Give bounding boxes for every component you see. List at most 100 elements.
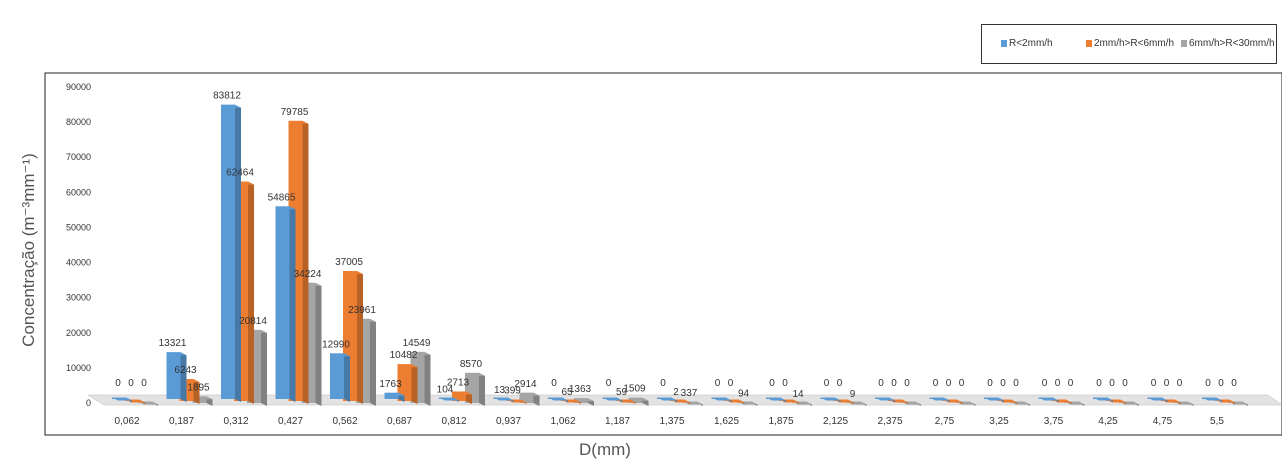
data-label: 0 [987, 378, 993, 389]
x-tick-label: 0,187 [169, 416, 194, 427]
plot-area-border [44, 72, 1282, 436]
data-label: 0 [141, 378, 147, 389]
legend-label-series-1: R<2mm/h [1009, 38, 1053, 49]
data-label: 23961 [348, 305, 376, 316]
y-tick-label: 20000 [66, 328, 91, 338]
data-label: 94 [738, 389, 750, 400]
y-axis-title: Concentração (m⁻³mm⁻¹) [19, 153, 38, 347]
data-label: 12990 [322, 339, 350, 350]
bar-r-2mm-h [493, 397, 514, 402]
data-label: 0 [1122, 378, 1128, 389]
data-label: 2 [673, 387, 679, 398]
y-tick-label: 50000 [66, 222, 91, 232]
bar-r-2mm-h [384, 392, 405, 402]
data-label: 13 [494, 385, 506, 396]
data-label: 0 [715, 378, 721, 389]
y-tick-label: 70000 [66, 152, 91, 162]
data-label: 0 [660, 378, 666, 389]
data-label: 1763 [379, 379, 402, 390]
x-tick-label: 0,062 [114, 416, 139, 427]
bar-2mm-h-r-6mm-h [452, 391, 472, 404]
x-tick-label: 5,5 [1210, 416, 1224, 427]
data-label: 1363 [569, 384, 592, 395]
data-label: 2713 [447, 377, 470, 388]
data-label: 10482 [390, 350, 418, 361]
data-label: 0 [824, 378, 830, 389]
data-label: 0 [551, 378, 557, 389]
y-tick-label: 0 [86, 398, 91, 408]
x-tick-label: 0,427 [278, 416, 303, 427]
x-tick-label: 1,875 [768, 416, 793, 427]
data-label: 399 [504, 386, 521, 397]
data-label: 14 [792, 389, 804, 400]
data-label: 79785 [281, 107, 309, 118]
data-label: 65 [561, 387, 573, 398]
data-label: 20814 [239, 316, 267, 327]
data-label: 0 [1068, 378, 1074, 389]
data-label: 9 [850, 389, 856, 400]
y-tick-label: 60000 [66, 187, 91, 197]
bar-r-2mm-h [1202, 397, 1222, 402]
data-label: 0 [1177, 378, 1183, 389]
x-tick-label: 0,562 [332, 416, 357, 427]
data-label: 34224 [294, 269, 322, 280]
data-label: 62464 [226, 168, 254, 179]
x-tick-label: 0,812 [441, 416, 466, 427]
x-tick-label: 4,25 [1098, 416, 1118, 427]
bar-r-2mm-h [766, 397, 786, 402]
data-label: 337 [681, 388, 698, 399]
data-label: 104 [437, 385, 454, 396]
bar-r-2mm-h [875, 397, 895, 402]
bar-r-2mm-h [275, 206, 296, 402]
y-tick-label: 80000 [66, 117, 91, 127]
x-axis-ticks: 0,062 0,187 0,312 0,427 0,562 0,687 0,812 0,937… [114, 416, 1224, 427]
x-tick-label: 0,937 [496, 416, 521, 427]
data-label: 13321 [159, 338, 187, 349]
data-label: 1509 [623, 384, 646, 395]
data-label: 0 [878, 378, 884, 389]
bar-6mm-h-r-30mm-h [628, 397, 649, 406]
x-tick-label: 0,687 [387, 416, 412, 427]
x-tick-label: 1,625 [714, 416, 739, 427]
y-tick-label: 30000 [66, 293, 91, 303]
data-label: 0 [959, 378, 965, 389]
bar-r-2mm-h [1038, 397, 1059, 402]
data-label: 0 [606, 378, 612, 389]
legend: R<2mm/h 2mm/h>R<6mm/h 6mm/h>R<30mm/h [981, 24, 1277, 64]
data-label: 0 [1151, 378, 1157, 389]
bar-r-2mm-h [166, 352, 187, 402]
bar-r-2mm-h [820, 397, 841, 402]
legend-label-series-2: 2mm/h>R<6mm/h [1094, 38, 1175, 49]
bar-r-2mm-h [1147, 397, 1168, 402]
data-label: 59 [616, 387, 628, 398]
data-label: 1895 [187, 382, 210, 393]
bar-r-2mm-h [330, 353, 350, 402]
bar-r-2mm-h [439, 397, 459, 402]
legend-swatch-series-3 [1181, 40, 1187, 47]
x-tick-label: 3,25 [989, 416, 1009, 427]
data-label: 0 [1218, 378, 1224, 389]
legend-item-series-2: 2mm/h>R<6mm/h [1086, 38, 1174, 49]
data-label: 0 [782, 378, 788, 389]
x-tick-label: 2,125 [823, 416, 848, 427]
data-label: 0 [1109, 378, 1115, 389]
data-label: 37005 [335, 257, 363, 268]
data-label: 0 [1096, 378, 1102, 389]
legend-label-series-3: 6mm/h>R<30mm/h [1189, 38, 1275, 49]
x-tick-label: 2,75 [935, 416, 955, 427]
data-label: 0 [1164, 378, 1170, 389]
bar-2mm-h-r-6mm-h [397, 364, 418, 404]
bars-group [112, 104, 1248, 406]
bar-r-2mm-h [929, 397, 950, 402]
legend-swatch-series-2 [1086, 40, 1092, 47]
data-label: 0 [946, 378, 952, 389]
data-label: 0 [837, 378, 843, 389]
data-label: 0 [128, 378, 134, 389]
data-label: 0 [1042, 378, 1048, 389]
x-tick-label: 3,75 [1044, 416, 1064, 427]
data-label: 0 [769, 378, 775, 389]
value-labels-group: 0 0 01332162431895838126246420814548657978… [115, 91, 1237, 400]
data-label: 0 [904, 378, 910, 389]
